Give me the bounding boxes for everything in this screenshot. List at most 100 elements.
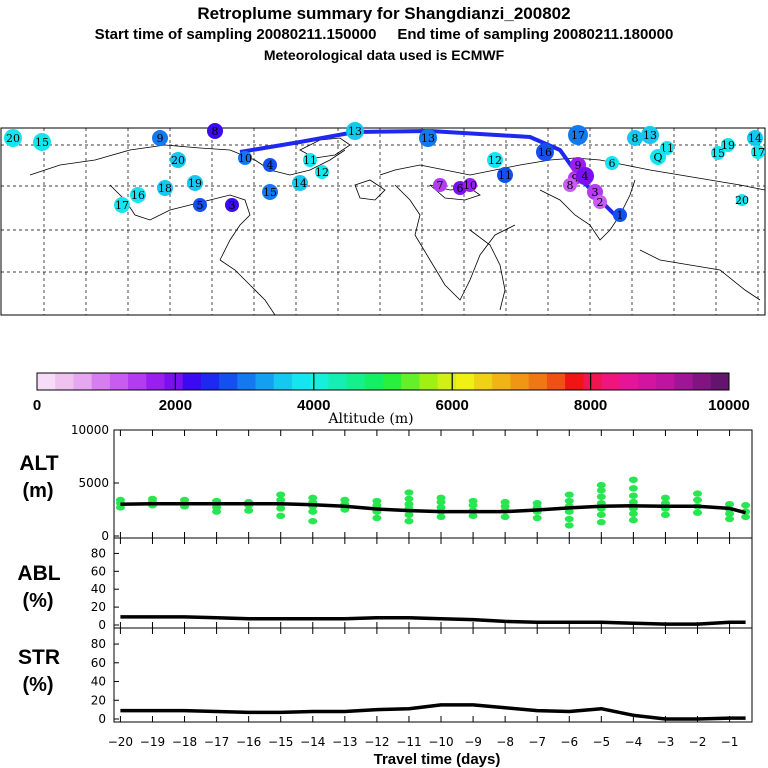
alt-point-16-1 bbox=[628, 485, 638, 492]
colorbar-swatch-0 bbox=[37, 373, 56, 390]
panel-frame bbox=[113, 429, 753, 539]
map-marker-11: 16 bbox=[130, 187, 146, 203]
map-marker-label: 8 bbox=[567, 179, 574, 192]
map-marker-label: 7 bbox=[437, 179, 444, 192]
alt-point-16-5 bbox=[628, 510, 638, 517]
chart-title: Retroplume summary for Shangdianzi_20080… bbox=[197, 4, 571, 23]
map-marker-29: 4 bbox=[576, 167, 594, 185]
colorbar-swatch-17 bbox=[346, 373, 366, 390]
map-marker-dot bbox=[721, 138, 735, 152]
map-marker-label: 2 bbox=[597, 196, 604, 209]
panel-line-abl bbox=[120, 615, 746, 626]
xtick-label-8: −12 bbox=[364, 735, 389, 749]
map-marker-label: 11 bbox=[498, 169, 512, 182]
map-marker-label: 13 bbox=[643, 129, 657, 142]
map-marker-label: 13 bbox=[421, 132, 435, 145]
colorbar-swatch-23 bbox=[455, 373, 475, 390]
altitude-colorbar: 0 2000 4000 6000 8000 10000 bbox=[33, 372, 750, 414]
coastline-10 bbox=[429, 184, 481, 201]
map-marker-label: 16 bbox=[131, 189, 145, 202]
map-marker-13: 18 bbox=[157, 180, 173, 196]
alt-point-11-1 bbox=[468, 502, 478, 509]
map-marker-label: 9 bbox=[157, 132, 164, 145]
map-marker-14: 19 bbox=[187, 175, 203, 191]
colorbar-swatch-12 bbox=[255, 373, 275, 390]
colorbar-swatch-15 bbox=[310, 373, 329, 390]
map-marker-3: 8 bbox=[207, 123, 223, 139]
colorbar-swatch-22 bbox=[437, 373, 457, 390]
colorbar-tick-label-5: 10000 bbox=[708, 397, 750, 414]
alt-point-6-3 bbox=[308, 508, 318, 515]
panel-ylabel-1: (%) bbox=[22, 590, 53, 612]
map-marker-label: 17 bbox=[115, 199, 129, 212]
colorbar-swatch-7 bbox=[164, 373, 184, 390]
alt-point-20-0 bbox=[741, 502, 751, 509]
map-marker-41: 17 bbox=[751, 145, 765, 159]
alt-point-6-4 bbox=[308, 517, 318, 525]
map-marker-dot bbox=[193, 198, 207, 212]
map-marker-label: 17 bbox=[571, 129, 585, 142]
colorbar-swatch-35 bbox=[674, 373, 694, 390]
map-marker-7: 12 bbox=[315, 165, 329, 179]
ytick-label-2: 40 bbox=[91, 582, 106, 596]
alt-point-14-0 bbox=[564, 491, 574, 498]
map-marker-42: 20 bbox=[735, 194, 749, 207]
colorbar-swatch-6 bbox=[146, 373, 165, 390]
ytick-label-3: 20 bbox=[91, 693, 106, 707]
xtick-label-17: −3 bbox=[657, 735, 675, 749]
xtick-label-1: −19 bbox=[140, 735, 165, 749]
xtick-label-12: −8 bbox=[496, 735, 514, 749]
map-marker-dot bbox=[170, 152, 186, 168]
map-marker-dot bbox=[568, 125, 588, 145]
alt-point-15-1 bbox=[596, 487, 606, 494]
map-marker-8: 13 bbox=[346, 122, 364, 140]
map-marker-label: 9 bbox=[575, 159, 582, 172]
panel-ylabel-0: ABL bbox=[17, 562, 60, 585]
map-marker-37: Q bbox=[650, 149, 666, 165]
colorbar-swatch-21 bbox=[419, 373, 439, 390]
coastline-7 bbox=[639, 249, 761, 301]
map-marker-label: 13 bbox=[348, 125, 362, 138]
map-marker-0: 20 bbox=[4, 129, 22, 147]
panel-ylabel-1: (m) bbox=[22, 480, 53, 502]
ytick-label-1: 60 bbox=[91, 656, 106, 670]
colorbar-tick-label-4: 8000 bbox=[574, 397, 607, 414]
map-marker-label: 6 bbox=[609, 157, 616, 170]
colorbar-swatch-20 bbox=[401, 373, 420, 390]
colorbar-swatch-24 bbox=[474, 373, 493, 390]
map-marker-31: 2 bbox=[593, 195, 607, 209]
map-marker-label: Q bbox=[653, 151, 662, 164]
panel-line-alt bbox=[120, 501, 747, 515]
map-marker-label: 3 bbox=[592, 186, 599, 199]
alt-point-17-3 bbox=[660, 511, 670, 518]
alt-point-14-3 bbox=[564, 508, 574, 515]
map-marker-dot bbox=[650, 149, 666, 165]
colorbar-tick-label-3: 6000 bbox=[436, 397, 469, 414]
alt-point-18-0 bbox=[692, 490, 702, 497]
alt-point-5-0 bbox=[276, 491, 286, 498]
colorbar-swatch-4 bbox=[109, 373, 129, 390]
map-marker-label: 14 bbox=[748, 132, 762, 145]
alt-point-9-1 bbox=[404, 495, 414, 503]
map-marker-2: 9 bbox=[152, 130, 168, 146]
panel-abl: ABL (%) 80 60 40 20 0 bbox=[17, 537, 753, 632]
map-marker-label: 8 bbox=[212, 125, 219, 138]
map-marker-36: 6 bbox=[605, 156, 619, 170]
xtick-label-18: −2 bbox=[689, 735, 707, 749]
map-marker-39: 19 bbox=[721, 138, 735, 152]
colorbar-swatch-10 bbox=[219, 373, 238, 390]
map-marker-label: 11 bbox=[303, 154, 317, 167]
alt-point-15-0 bbox=[596, 481, 606, 489]
alt-point-9-5 bbox=[404, 517, 414, 525]
map-marker-22: 11 bbox=[497, 167, 513, 183]
map-marker-dot bbox=[563, 178, 577, 192]
map-marker-label: 20 bbox=[6, 132, 20, 145]
colorbar-swatch-8 bbox=[182, 373, 202, 390]
xtick-label-6: −14 bbox=[300, 735, 325, 749]
ytick-label-2: 40 bbox=[91, 675, 106, 689]
ytick-label-0: 80 bbox=[91, 637, 106, 651]
map-marker-dot bbox=[292, 175, 308, 191]
map-marker-label: 16 bbox=[538, 146, 552, 159]
alt-point-5-4 bbox=[276, 512, 286, 520]
map-marker-label: 10 bbox=[238, 152, 252, 165]
